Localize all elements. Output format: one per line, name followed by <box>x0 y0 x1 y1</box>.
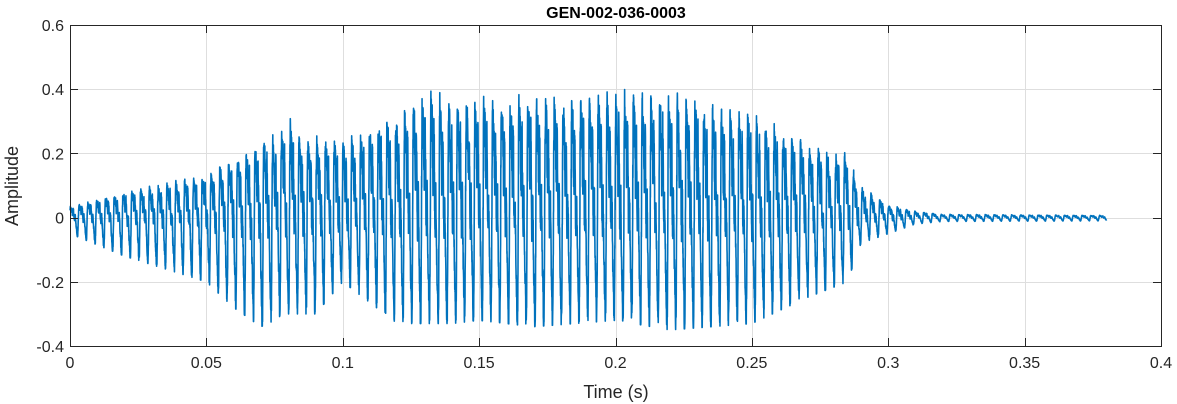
chart-title: GEN-002-036-0003 <box>546 5 686 22</box>
x-tick-label: 0.25 <box>736 355 767 372</box>
waveform-line <box>69 88 1108 331</box>
x-tick-label: 0.4 <box>1150 355 1172 372</box>
y-tick-label: -0.4 <box>36 339 64 356</box>
waveform-series <box>69 88 1108 331</box>
y-tick-label: 0.2 <box>42 146 64 163</box>
x-tick-label: 0 <box>66 355 75 372</box>
y-tick-label: 0.6 <box>42 18 64 35</box>
axis-ticks <box>70 25 1162 347</box>
x-tick-label: 0.35 <box>1009 355 1040 372</box>
x-tick-label: 0.1 <box>332 355 354 372</box>
x-tick-label: 0.15 <box>464 355 495 372</box>
y-axis-label: Amplitude <box>2 146 22 226</box>
y-tick-labels: -0.4 -0.2 0 0.2 0.4 0.6 <box>36 18 64 356</box>
y-tick-label: 0 <box>55 211 64 228</box>
x-tick-label: 0.3 <box>877 355 899 372</box>
x-tick-label: 0.05 <box>191 355 222 372</box>
x-tick-label: 0.2 <box>604 355 626 372</box>
x-axis-label: Time (s) <box>583 382 648 402</box>
y-tick-label: 0.4 <box>42 82 64 99</box>
x-tick-labels: 0 0.05 0.1 0.15 0.2 0.25 0.3 0.35 0.4 <box>66 355 1173 372</box>
y-tick-label: -0.2 <box>36 275 64 292</box>
